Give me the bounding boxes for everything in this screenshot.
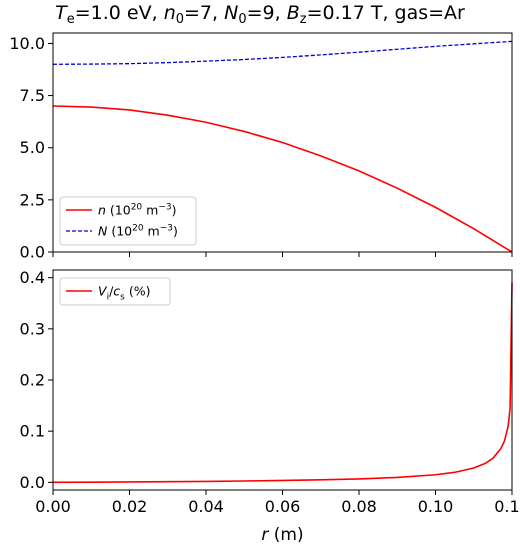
- y-tick-label: 2.5: [20, 190, 45, 209]
- title-N0-symbol: N: [224, 2, 239, 24]
- density-panel: 0.0 2.5 5.0 7.5 10.0 n (1020 m−3) N (1020 m−3): [9, 32, 513, 262]
- y-tick-label: 0.1: [20, 422, 45, 441]
- legend-box: [59, 277, 171, 306]
- title-bz-sub: z: [299, 12, 307, 27]
- legend-box: [59, 196, 197, 246]
- y-tick-label: 0.0: [20, 243, 45, 262]
- x-tick-label: 0.00: [35, 497, 71, 516]
- x-tick-label: 0.02: [112, 497, 148, 516]
- x-tick-label: 0.08: [341, 497, 377, 516]
- legend-label: n (1020 m−3): [98, 203, 176, 218]
- x-tick-label: 0.12: [494, 497, 520, 516]
- series-line-v-0: [52, 282, 513, 484]
- y-tick-label: 5.0: [20, 138, 45, 157]
- x-axis-label: r (m): [261, 525, 303, 545]
- velocity-panel: 0.0 0.1 0.2 0.3 0.4 0.00 0.02 0.04 0.06 0.08 0.10 0…: [20, 268, 520, 545]
- series-line-n-0: [52, 105, 513, 253]
- title-N0-value: =9,: [246, 2, 287, 24]
- y-tick-label: 0.4: [20, 268, 45, 287]
- x-tick-label: 0.10: [418, 497, 454, 516]
- series-line-n-1: [52, 40, 513, 65]
- title-bz-symbol: B: [286, 2, 300, 24]
- x-tick-label: 0.04: [188, 497, 224, 516]
- x-tick-label: 0.06: [265, 497, 301, 516]
- legend-label: Vi/cs (%): [98, 284, 150, 303]
- title-N0-sub: 0: [238, 12, 247, 27]
- y-tick-label: 0.3: [20, 319, 45, 338]
- title-n0-symbol: n: [163, 2, 176, 24]
- title-bz-value: =0.17 T, gas=Ar: [306, 2, 465, 24]
- title-te-value: =1.0 eV,: [74, 2, 164, 24]
- y-tick-label: 0.2: [20, 371, 45, 390]
- y-tick-label: 7.5: [20, 86, 45, 105]
- title-n0-sub: 0: [175, 12, 185, 27]
- title-te-sub: e: [66, 12, 75, 27]
- legend-label: N (1020 m−3): [98, 224, 178, 239]
- title-n0-value: =7,: [184, 2, 225, 24]
- title-te-symbol: T: [55, 2, 67, 24]
- y-tick-label: 0.0: [20, 473, 45, 492]
- figure-title: Te=1.0 eV, n0=7, N0=9, Bz=0.17 T, gas=Ar: [0, 2, 520, 27]
- y-tick-label: 10.0: [9, 34, 45, 53]
